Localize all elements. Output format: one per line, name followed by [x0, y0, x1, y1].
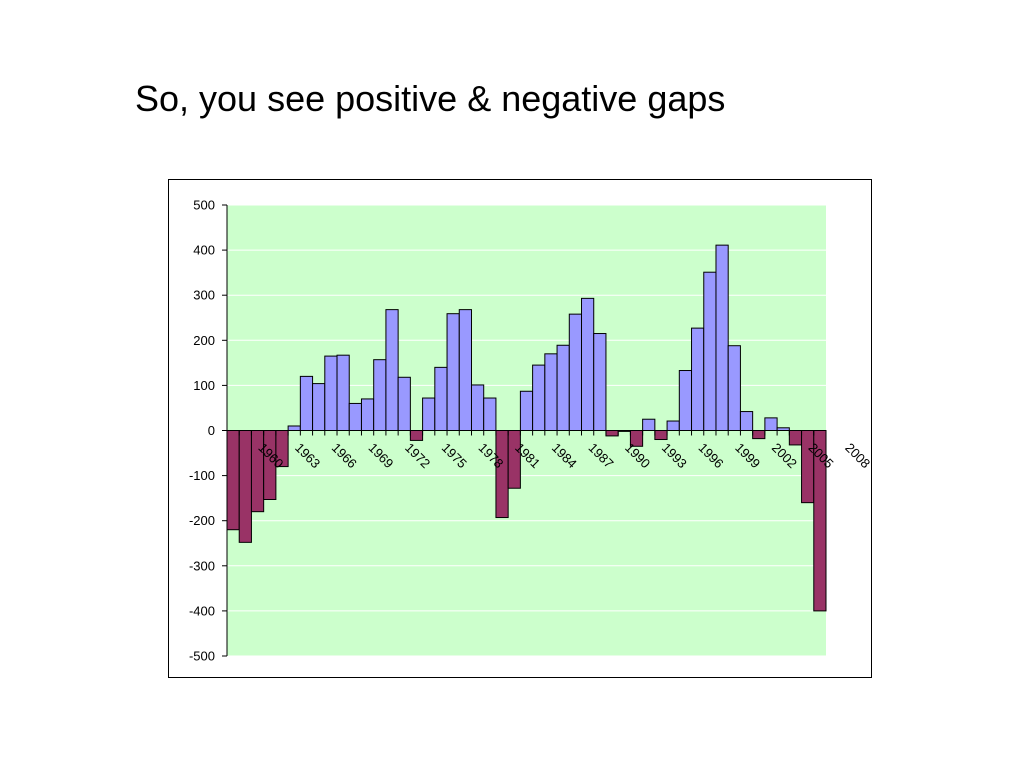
bar-1977 [458, 309, 472, 432]
bar-1980 [495, 430, 509, 519]
bar-1985 [556, 344, 570, 431]
bar-1966 [324, 355, 338, 431]
y-tick-label: -200 [189, 513, 215, 528]
gap-bar-chart: 5004003002001000-100-200-300-400-5001960… [189, 198, 871, 664]
bar-1984 [544, 353, 558, 431]
y-tick-label: 0 [208, 423, 215, 438]
bar-1994 [666, 420, 680, 431]
bar-1968 [348, 402, 362, 432]
bar-1999 [727, 345, 741, 432]
bar-2005 [801, 430, 815, 504]
bar-1988 [593, 333, 607, 431]
bar-1967 [336, 354, 350, 431]
y-tick-label: 100 [193, 378, 215, 393]
y-tick-label: 200 [193, 333, 215, 348]
bar-2002 [764, 417, 778, 431]
bars [226, 244, 827, 612]
bar-1960 [250, 430, 265, 513]
bar-1973 [409, 430, 424, 441]
bar-1959 [238, 430, 252, 543]
y-tick-label: 300 [193, 288, 215, 303]
bar-1981 [507, 430, 521, 489]
bar-1986 [568, 313, 583, 431]
bar-1978 [470, 384, 485, 431]
bar-1963 [287, 425, 301, 432]
bar-1972 [397, 376, 411, 431]
bar-1982 [519, 390, 534, 431]
bar-2000 [739, 411, 754, 431]
y-tick-label: 500 [193, 198, 215, 213]
bar-1998 [715, 244, 729, 431]
gridlines [227, 204, 826, 657]
bar-1997 [703, 271, 717, 431]
bar-1995 [678, 370, 693, 432]
bar-1989 [605, 430, 619, 437]
bar-1983 [532, 364, 546, 432]
bar-1996 [691, 327, 705, 431]
bar-1965 [312, 383, 326, 432]
bar-1958 [226, 430, 240, 531]
bar-1964 [299, 375, 314, 432]
bar-1992 [642, 418, 656, 432]
y-tick-label: 400 [193, 243, 215, 258]
bar-1969 [360, 398, 375, 431]
bar-1993 [654, 430, 668, 441]
bar-1974 [422, 397, 436, 431]
slide-title: So, you see positive & negative gaps [135, 78, 726, 119]
bar-1970 [373, 359, 387, 431]
y-tick-label: -100 [189, 468, 215, 483]
bar-2001 [752, 430, 766, 440]
y-tick-label: -300 [189, 558, 215, 573]
y-tick-label: -400 [189, 603, 215, 618]
y-tick-label: -500 [189, 649, 215, 664]
bar-1987 [581, 297, 595, 431]
bar-1976 [446, 313, 460, 431]
chart-frame: 500 400 300 200 100 0 -100 -200 -300 -400 -500 1960… [168, 179, 872, 678]
bar-1979 [483, 397, 497, 431]
bar-1971 [385, 309, 399, 432]
x-tick-label: 2008 [842, 440, 871, 471]
bar-2004 [788, 430, 803, 446]
bar-1975 [434, 366, 448, 431]
